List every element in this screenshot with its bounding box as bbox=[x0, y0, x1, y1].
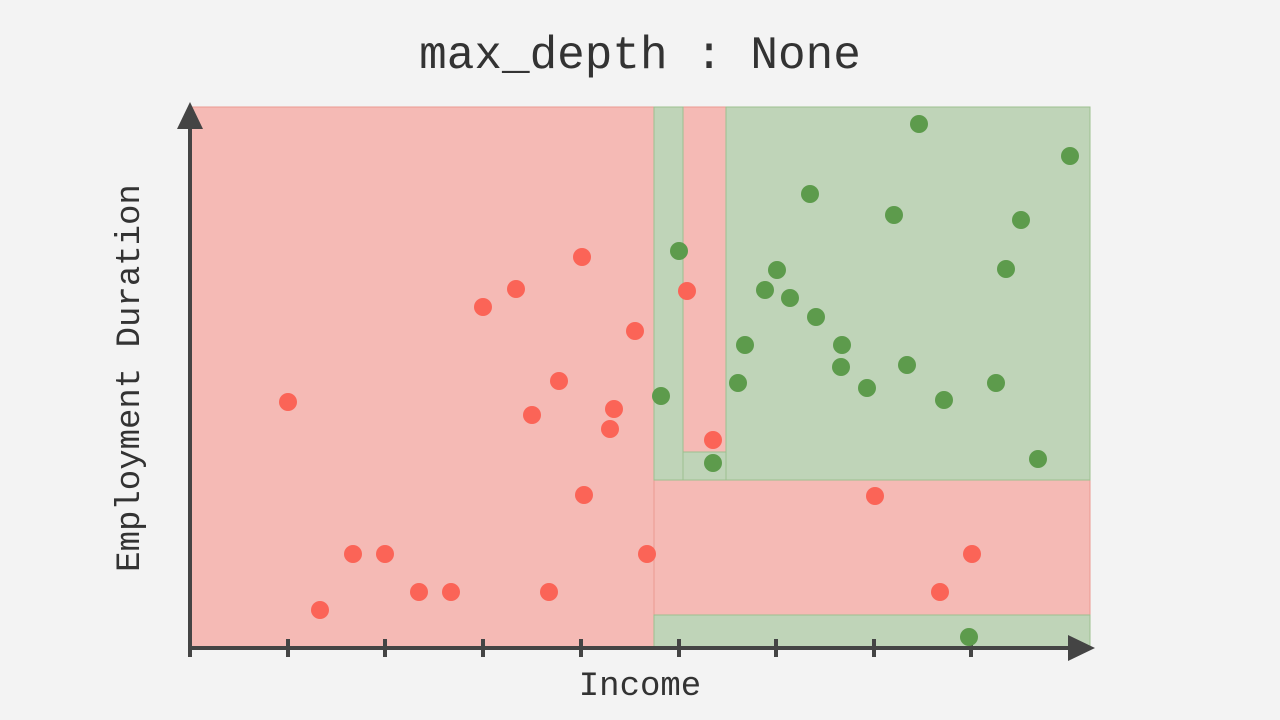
region bbox=[725, 106, 1091, 481]
y-axis-label: Employment Duration bbox=[112, 184, 150, 572]
point bbox=[638, 545, 656, 563]
point bbox=[832, 358, 850, 376]
points bbox=[279, 115, 1079, 646]
region bbox=[189, 106, 655, 649]
point bbox=[833, 336, 851, 354]
point bbox=[960, 628, 978, 646]
point bbox=[601, 420, 619, 438]
x-axis-label: Income bbox=[579, 668, 701, 706]
point bbox=[626, 322, 644, 340]
point bbox=[781, 289, 799, 307]
point bbox=[652, 387, 670, 405]
point bbox=[931, 583, 949, 601]
point bbox=[311, 601, 329, 619]
point bbox=[1061, 147, 1079, 165]
chart-title: max_depth : None bbox=[419, 30, 861, 82]
region bbox=[653, 106, 684, 481]
point bbox=[935, 391, 953, 409]
point bbox=[756, 281, 774, 299]
point bbox=[540, 583, 558, 601]
point bbox=[376, 545, 394, 563]
point bbox=[987, 374, 1005, 392]
point bbox=[736, 336, 754, 354]
point bbox=[474, 298, 492, 316]
point bbox=[523, 406, 541, 424]
point bbox=[704, 431, 722, 449]
regions bbox=[189, 106, 1091, 649]
point bbox=[670, 242, 688, 260]
point bbox=[885, 206, 903, 224]
point bbox=[279, 393, 297, 411]
point bbox=[866, 487, 884, 505]
point bbox=[410, 583, 428, 601]
point bbox=[442, 583, 460, 601]
point bbox=[801, 185, 819, 203]
x-axis-arrow bbox=[1068, 635, 1095, 661]
point bbox=[573, 248, 591, 266]
point bbox=[550, 372, 568, 390]
point bbox=[507, 280, 525, 298]
point bbox=[807, 308, 825, 326]
y-axis-arrow bbox=[177, 102, 203, 129]
point bbox=[997, 260, 1015, 278]
point bbox=[344, 545, 362, 563]
point bbox=[1012, 211, 1030, 229]
point bbox=[704, 454, 722, 472]
point bbox=[858, 379, 876, 397]
point bbox=[898, 356, 916, 374]
axes bbox=[177, 102, 1095, 661]
point bbox=[768, 261, 786, 279]
point bbox=[575, 486, 593, 504]
point bbox=[910, 115, 928, 133]
point bbox=[729, 374, 747, 392]
region bbox=[682, 106, 727, 453]
point bbox=[605, 400, 623, 418]
point bbox=[1029, 450, 1047, 468]
point bbox=[963, 545, 981, 563]
point bbox=[678, 282, 696, 300]
